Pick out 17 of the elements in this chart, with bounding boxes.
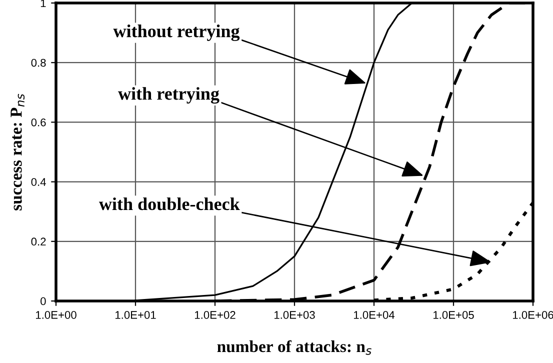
x-tick-label: 1.0E+00	[36, 311, 76, 319]
y-tick-label: 0	[40, 297, 46, 306]
x-tick-label: 1.0E+03	[274, 311, 315, 319]
x-tick-label: 1.0E+02	[194, 311, 236, 319]
x-tick-label: 1.0E+01	[115, 311, 156, 319]
y-axis-title: success rate: P$_{ns}$	[10, 94, 25, 210]
y-tick-label: 0.4	[31, 178, 46, 186]
y-tick-label: 0.8	[31, 58, 46, 67]
x-tick-label: 1.0E+05	[433, 311, 474, 319]
y-tick-label: 0.2	[31, 238, 46, 246]
x-axis-title: number of attacks: n$_{s}$	[217, 340, 372, 355]
x-tick-label: 1.0E+04	[354, 311, 395, 319]
x-tick-label: 1.0E+06	[512, 311, 553, 319]
y-tick-label: 0.6	[31, 118, 46, 126]
annotation: with double-check	[98, 197, 240, 210]
annotation: without retrying	[113, 24, 240, 42]
annotation: with retrying	[118, 87, 220, 104]
